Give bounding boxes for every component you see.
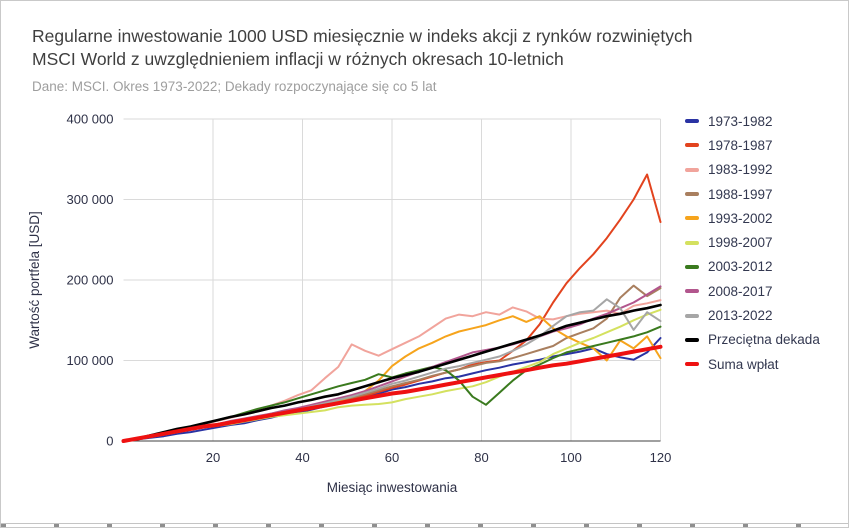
x-tick-label: 20 (206, 450, 220, 465)
chart-title: Regularne inwestowanie 1000 USD miesięcz… (32, 25, 792, 71)
x-tick-label: 80 (474, 450, 488, 465)
legend-label: 2013-2022 (708, 308, 773, 324)
x-axis-title: Miesiąc inwestowania (327, 480, 458, 495)
legend-label: 1983-1992 (708, 162, 773, 178)
y-tick-label: 400 000 (67, 112, 114, 127)
y-tick-label: 0 (106, 434, 113, 449)
legend-swatch (685, 143, 699, 148)
legend-swatch (685, 264, 699, 269)
legend-item: 1973-1982 (685, 109, 820, 133)
legend-swatch (685, 119, 699, 124)
legend-item: 1998-2007 (685, 230, 820, 254)
legend-swatch (685, 313, 699, 318)
chart-subtitle: Dane: MSCI. Okres 1973-2022; Dekady rozp… (32, 79, 437, 94)
series-line-1973-1982 (122, 337, 662, 442)
y-tick-label: 300 000 (67, 192, 114, 207)
y-tick-label: 100 000 (67, 353, 114, 368)
legend-swatch (685, 337, 699, 342)
legend-swatch (685, 192, 699, 197)
legend-label: 1978-1987 (708, 137, 773, 153)
legend-swatch (685, 289, 699, 294)
chart-title-line1: Regularne inwestowanie 1000 USD miesięcz… (32, 26, 693, 46)
legend-swatch (685, 216, 699, 221)
legend-item: 2013-2022 (685, 303, 820, 327)
chart-title-line2: MSCI World z uwzględnieniem inflacji w r… (32, 49, 564, 69)
legend-item: Przeciętna dekada (685, 328, 820, 352)
x-tick-label: 40 (295, 450, 309, 465)
legend-label: Przeciętna dekada (708, 332, 820, 348)
y-axis-title: Wartość portfela [USD] (27, 211, 42, 349)
series-line-przeciętna-dekada (122, 303, 662, 443)
series-line-suma-wpłat (121, 344, 663, 443)
legend-item: Suma wpłat (685, 352, 820, 376)
legend-swatch (685, 167, 699, 172)
legend-label: Suma wpłat (708, 356, 779, 372)
legend-item: 2003-2012 (685, 255, 820, 279)
legend-label: 2008-2017 (708, 283, 773, 299)
legend-label: 1988-1997 (708, 186, 773, 202)
legend-label: 1993-2002 (708, 210, 773, 226)
x-tick-label: 60 (385, 450, 399, 465)
legend-item: 1993-2002 (685, 206, 820, 230)
legend-label: 2003-2012 (708, 259, 773, 275)
legend-label: 1973-1982 (708, 113, 773, 129)
legend-swatch (685, 362, 699, 367)
legend-item: 1978-1987 (685, 133, 820, 157)
y-tick-label: 200 000 (67, 273, 114, 288)
x-tick-label: 100 (560, 450, 582, 465)
legend-item: 1988-1997 (685, 182, 820, 206)
cropped-row-ticks (1, 523, 848, 527)
x-tick-label: 120 (650, 450, 672, 465)
legend-label: 1998-2007 (708, 235, 773, 251)
legend-item: 2008-2017 (685, 279, 820, 303)
legend-item: 1983-1992 (685, 158, 820, 182)
legend-swatch (685, 240, 699, 245)
chart-legend: 1973-1982 1978-1987 1983-1992 1988-1997 1993… (685, 109, 820, 376)
